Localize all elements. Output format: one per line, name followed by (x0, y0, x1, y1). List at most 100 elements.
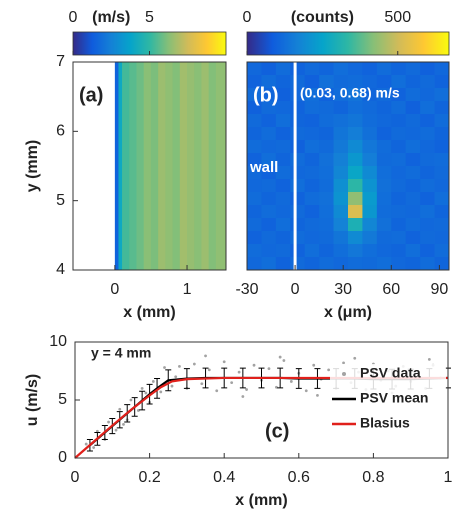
heat-cell (420, 75, 435, 89)
heat-cell (391, 101, 407, 115)
heat-cell (405, 192, 421, 206)
heat-cell (434, 153, 450, 167)
heat-cell (348, 62, 363, 76)
heat-cell (420, 244, 435, 258)
heat-cell (434, 244, 450, 258)
heat-cell (304, 75, 320, 89)
heat-cell (348, 218, 363, 232)
heat-cell (261, 179, 277, 193)
heat-cell (304, 127, 320, 141)
data-point (163, 366, 166, 369)
heat-column (187, 62, 195, 270)
heat-cell (391, 205, 407, 219)
heat-cell (333, 127, 349, 141)
heat-cell (362, 153, 378, 167)
data-point (114, 428, 118, 432)
heat-cell (261, 244, 277, 258)
y-tick-label: 7 (56, 53, 65, 70)
heat-cell (261, 166, 277, 180)
y-tick-label: 4 (56, 261, 65, 278)
heat-cell (420, 101, 435, 115)
heat-cell (333, 244, 349, 258)
heat-cell (348, 179, 363, 193)
data-point (241, 395, 245, 398)
axes-frame (72, 61, 227, 271)
heat-cell (362, 127, 378, 141)
heat-cell (275, 101, 291, 115)
heat-cell (434, 140, 450, 154)
heat-cell (420, 205, 435, 219)
heat-column (136, 62, 145, 270)
heat-cell (304, 244, 320, 258)
heat-cell (319, 218, 334, 232)
heat-cell (376, 244, 392, 258)
heat-cell (275, 192, 291, 206)
heat-cell (391, 75, 407, 89)
heat-cell (319, 179, 334, 193)
heat-cell (261, 231, 277, 245)
heat-cell (247, 140, 262, 154)
heat-cell (391, 153, 407, 167)
x-tick-label: 0.4 (213, 469, 235, 486)
heat-cell (290, 114, 306, 128)
heat-cell (290, 179, 306, 193)
heat-cell (434, 257, 450, 271)
data-point (327, 368, 331, 372)
heat-cell (275, 114, 291, 128)
heat-cell (333, 218, 349, 232)
data-point (200, 382, 204, 386)
heat-cell (319, 166, 334, 180)
heat-cell (290, 218, 306, 232)
heat-cell (376, 127, 392, 141)
heat-cell (362, 192, 378, 206)
heat-cell (362, 75, 378, 89)
legend-entry: PSV data (360, 365, 421, 381)
heat-cell (304, 192, 320, 206)
error-bar (165, 369, 172, 392)
x-tick-label: 60 (382, 281, 400, 298)
data-point (304, 389, 308, 393)
heat-cell (420, 114, 435, 128)
panel-label: (b) (253, 84, 279, 106)
x-axis-label: x (mm) (235, 492, 287, 509)
heat-cell (391, 166, 407, 180)
heat-cell (420, 153, 435, 167)
heat-cell (434, 179, 450, 193)
colorbar-label: (m/s) (92, 9, 130, 26)
heat-cell (391, 257, 407, 271)
heat-cell (304, 114, 320, 128)
y-tick-label: 0 (58, 449, 67, 466)
x-tick-label: 30 (334, 281, 352, 298)
heat-cell (304, 231, 320, 245)
heat-cell (247, 114, 262, 128)
heat-cell (247, 192, 262, 206)
heat-cell (304, 62, 320, 76)
heat-cell (348, 192, 363, 206)
data-point (107, 420, 110, 424)
heat-cell (362, 166, 378, 180)
heat-cell (405, 166, 421, 180)
heat-cell (405, 153, 421, 167)
heat-cell (275, 244, 291, 258)
y-axis-label: y (mm) (24, 140, 41, 192)
heat-column (201, 62, 210, 270)
data-point (252, 363, 256, 367)
legend-symbol (342, 372, 346, 376)
heat-cell (275, 127, 291, 141)
heat-column (158, 62, 166, 270)
x-tick-label: 1 (444, 469, 453, 486)
heat-cell (290, 257, 306, 271)
heat-column (143, 62, 152, 270)
heat-cell (333, 101, 349, 115)
heat-cell (333, 75, 349, 89)
legend-entry: PSV mean (360, 390, 428, 406)
heat-cell (319, 127, 334, 141)
heat-cell (290, 127, 306, 141)
heat-cell (420, 218, 435, 232)
data-point (289, 380, 293, 383)
heat-column (208, 62, 217, 270)
y-tick-label: 5 (58, 391, 67, 408)
heat-cell (420, 231, 435, 245)
heat-cell (261, 257, 277, 271)
